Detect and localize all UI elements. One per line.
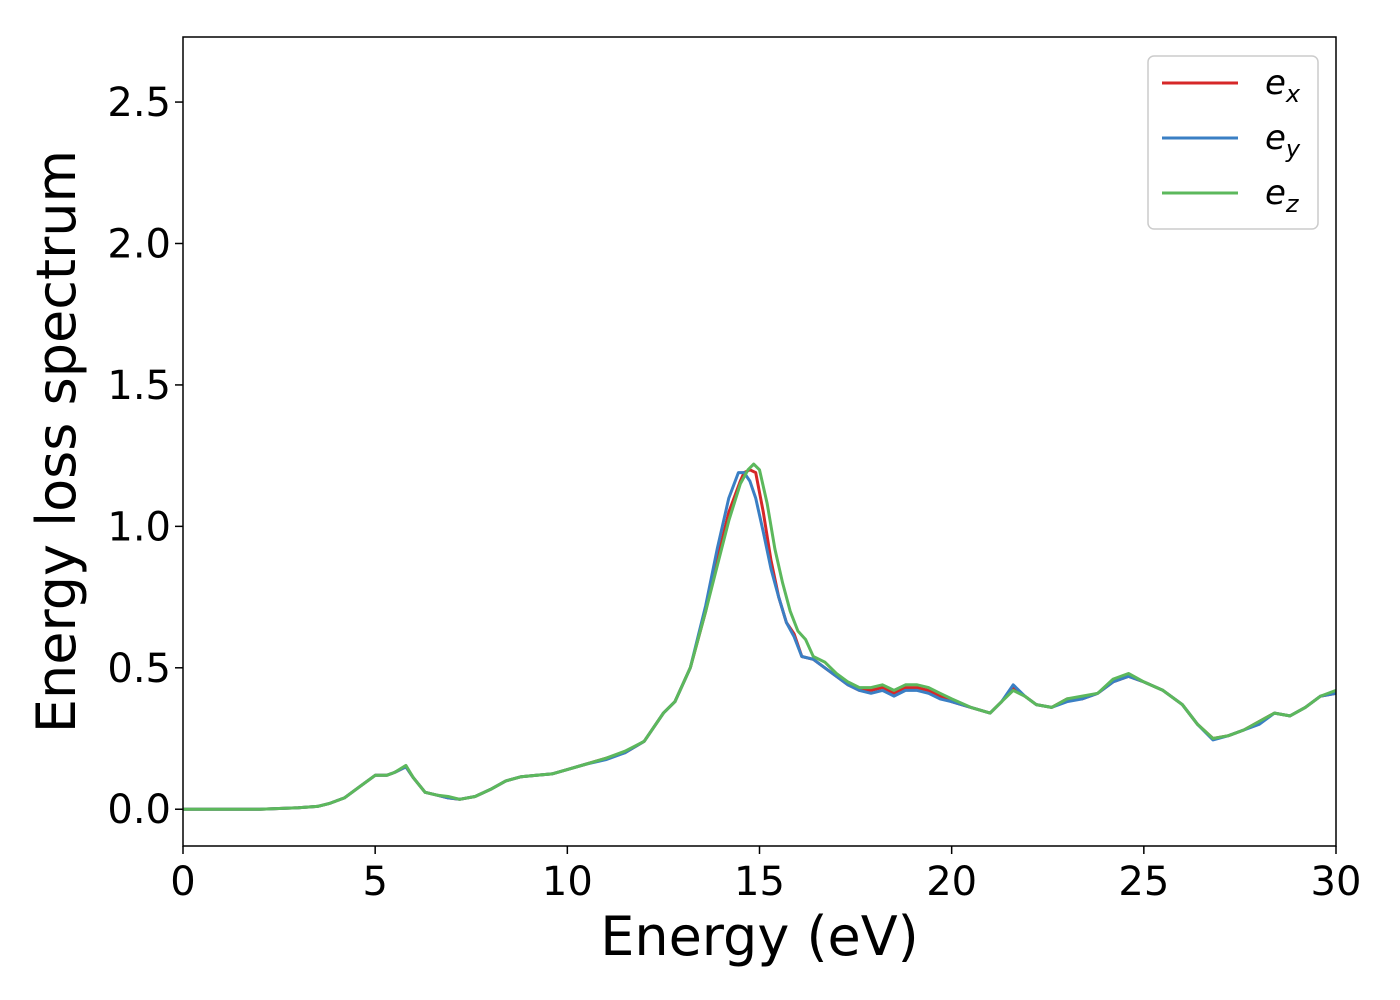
x-axis-ticks: 0 5 10 15 20 25 30 — [170, 846, 1361, 905]
legend-box — [1147, 55, 1319, 230]
x-tick-label: 15 — [734, 859, 785, 905]
y-tick-label: 2.5 — [107, 80, 171, 126]
x-tick-label: 10 — [542, 859, 593, 905]
y-tick-label: 2.0 — [107, 221, 171, 267]
x-axis-title: Energy (eV) — [600, 905, 919, 968]
x-tick-label: 5 — [362, 859, 387, 905]
x-tick-label: 0 — [170, 859, 195, 905]
plot-background — [183, 37, 1336, 846]
y-tick-label: 1.5 — [107, 363, 171, 409]
y-tick-label: 0.5 — [107, 646, 171, 692]
x-tick-label: 25 — [1118, 859, 1169, 905]
x-tick-label: 30 — [1311, 859, 1362, 905]
legend-label-z: ez — [1265, 173, 1300, 218]
y-axis-title: Energy loss spectrum — [25, 150, 88, 733]
legend-label-x: ex — [1265, 63, 1301, 108]
x-tick-label: 20 — [926, 859, 977, 905]
y-tick-label: 0.0 — [107, 787, 171, 833]
legend-label-y: ey — [1265, 118, 1301, 163]
legend: ex ey ez — [1147, 55, 1319, 230]
y-tick-label: 1.0 — [107, 504, 171, 550]
series-layer — [183, 462, 1336, 811]
y-axis-ticks: 0.0 0.5 1.0 1.5 2.0 2.5 — [107, 80, 183, 833]
series-line-z — [183, 462, 1336, 811]
